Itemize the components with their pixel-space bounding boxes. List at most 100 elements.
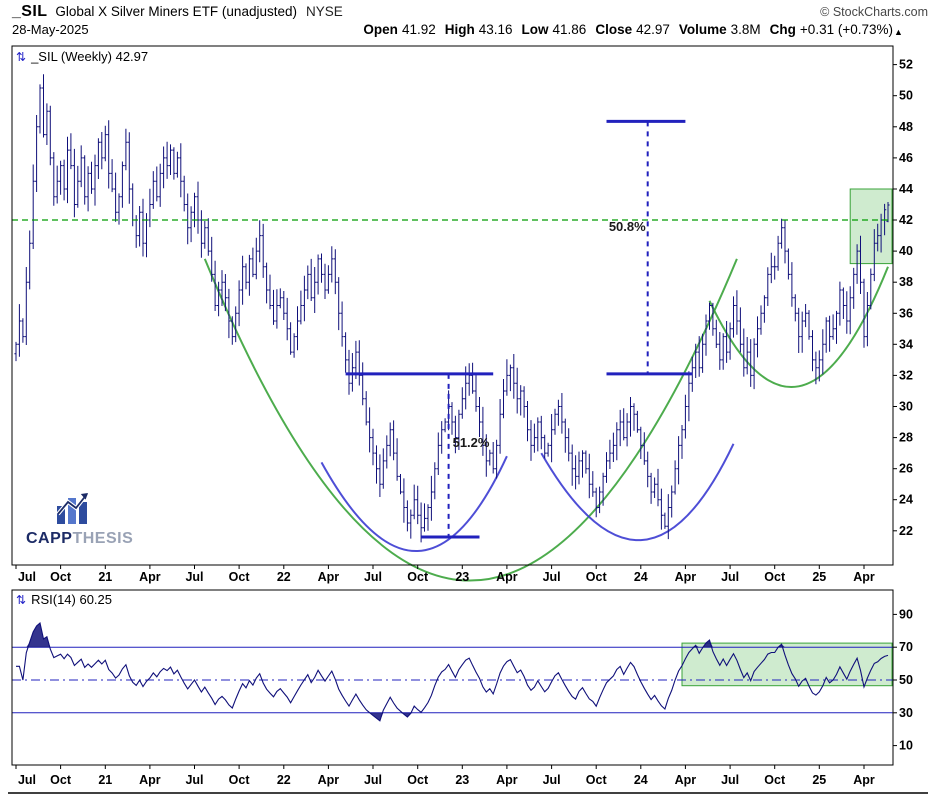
rsi-axis-label: 50 — [899, 673, 913, 687]
cup-arc-green — [203, 258, 738, 582]
date-axis-label: Oct — [407, 570, 429, 584]
exchange-label: NYSE — [305, 4, 343, 19]
date-axis-label: 25 — [812, 570, 826, 584]
rsi-oversold-fill — [16, 712, 888, 721]
rsi-date-axis-label: Oct — [50, 773, 72, 787]
price-axis-label: 40 — [899, 244, 913, 258]
rsi-panel-label: ⇅ RSI(14) 60.25 — [16, 592, 112, 607]
cappthesis-logo-icon — [56, 492, 89, 524]
rsi-date-axis-label: Jul — [721, 773, 739, 787]
rsi-date-axis-label: Jul — [18, 773, 36, 787]
price-highlight-box — [849, 188, 893, 265]
rsi-line — [16, 621, 889, 722]
rsi-date-axis-label: Oct — [764, 773, 786, 787]
quote-value: 41.92 — [401, 22, 436, 37]
rsi-date-axis-label: Jul — [185, 773, 203, 787]
quote-key: Open — [363, 22, 398, 37]
cappthesis-logo-text: CAPPTHESIS — [26, 530, 176, 548]
rsi-date-axis-label: Oct — [407, 773, 429, 787]
main-plot-border — [11, 45, 894, 566]
date-axis-label: Jul — [18, 570, 36, 584]
cup-arc-blue — [320, 455, 508, 552]
rsi-date-axis-label: Apr — [139, 773, 161, 787]
quote-value: 42.97 — [636, 22, 670, 37]
main-chart-label-text: _SIL (Weekly) 42.97 — [31, 49, 149, 64]
price-axis-label: 26 — [899, 462, 913, 476]
rsi-axis-label: 70 — [899, 640, 913, 654]
price-axis-label: 38 — [899, 275, 913, 289]
date-axis-label: Jul — [543, 570, 561, 584]
date-axis-label: Jul — [185, 570, 203, 584]
price-axis-label: 24 — [899, 493, 913, 507]
rsi-date-axis-label: 23 — [455, 773, 469, 787]
quote-key: Close — [595, 22, 633, 37]
price-axis-label: 42 — [899, 213, 913, 227]
price-axis-label: 44 — [899, 182, 913, 196]
rsi-date-axis-label: Apr — [318, 773, 340, 787]
date-axis-label: Jul — [364, 570, 382, 584]
logo-text-capp: CAPP — [26, 530, 73, 547]
date-axis-label: Apr — [496, 570, 518, 584]
ticker-symbol: _SIL — [12, 3, 48, 20]
rsi-highlight-box — [681, 642, 893, 687]
quote-value: +0.31 (+0.73%) — [799, 22, 893, 37]
weekly-ohlc-bars — [14, 74, 890, 543]
rsi-axis-label: 10 — [899, 739, 913, 753]
price-axis-label: 52 — [899, 58, 913, 72]
quote-value: 43.16 — [478, 22, 513, 37]
date-axis-label: Apr — [853, 570, 875, 584]
date-axis-label: 22 — [277, 570, 291, 584]
quote-key: Low — [521, 22, 549, 37]
updown-arrows-icon[interactable]: ⇅ — [16, 49, 27, 64]
quote-value: 3.8M — [730, 22, 761, 37]
rsi-date-axis-label: Jul — [543, 773, 561, 787]
stockcharts-credit: © StockCharts.com — [820, 5, 928, 19]
cup-arc-green — [708, 266, 889, 388]
date-axis-label: Oct — [229, 570, 251, 584]
rsi-date-axis-label: 24 — [634, 773, 648, 787]
rsi-date-axis-label: Oct — [586, 773, 608, 787]
date-axis-label: 23 — [455, 570, 469, 584]
date-axis-label: Oct — [586, 570, 608, 584]
rsi-date-axis-label: Apr — [675, 773, 697, 787]
cappthesis-logo: CAPPTHESIS — [26, 489, 176, 548]
price-axis-label: 32 — [899, 368, 913, 382]
price-axis-label: 48 — [899, 120, 913, 134]
date-axis-label: Apr — [318, 570, 340, 584]
updown-arrows-icon[interactable]: ⇅ — [16, 592, 27, 607]
rsi-date-axis-label: Apr — [496, 773, 518, 787]
scroll-up-icon[interactable]: ▲ — [894, 27, 903, 37]
rsi-date-axis-label: Oct — [229, 773, 251, 787]
main-chart-label: ⇅ _SIL (Weekly) 42.97 — [16, 49, 148, 64]
quote-key: Volume — [678, 22, 727, 37]
rsi-axis-label: 90 — [899, 607, 913, 621]
date-axis-label: Jul — [721, 570, 739, 584]
date-axis-label: Apr — [675, 570, 697, 584]
price-axis-label: 22 — [899, 524, 913, 538]
chart-header: _SIL Global X Silver Miners ETF (unadjus… — [12, 3, 928, 21]
rsi-date-axis-label: Apr — [853, 773, 875, 787]
rsi-axis-label: 30 — [899, 706, 913, 720]
rsi-plot-border — [11, 589, 894, 766]
quote-key: Chg — [769, 22, 796, 37]
date-axis-label: 24 — [634, 570, 648, 584]
date-axis-label: Apr — [139, 570, 161, 584]
quote-value: 41.86 — [552, 22, 587, 37]
measure-label: 50.8% — [609, 219, 646, 234]
price-axis-label: 50 — [899, 89, 913, 103]
logo-text-thesis: THESIS — [72, 530, 134, 547]
rsi-date-axis-label: 22 — [277, 773, 291, 787]
quote-line: Open 41.92 High 43.16 Low 41.86 Close 42.97 Volu… — [354, 22, 893, 37]
date-axis-label: Oct — [50, 570, 72, 584]
rsi-date-axis-label: 21 — [98, 773, 112, 787]
rsi-date-axis-label: Jul — [364, 773, 382, 787]
rsi-date-axis-label: 25 — [812, 773, 826, 787]
price-axis-label: 34 — [899, 337, 913, 351]
security-name: Global X Silver Miners ETF (unadjusted) — [55, 4, 297, 19]
price-axis-label: 30 — [899, 400, 913, 414]
measure-label: 51.2% — [453, 435, 490, 450]
quote-key: High — [444, 22, 475, 37]
cup-arc-blue — [540, 443, 735, 542]
